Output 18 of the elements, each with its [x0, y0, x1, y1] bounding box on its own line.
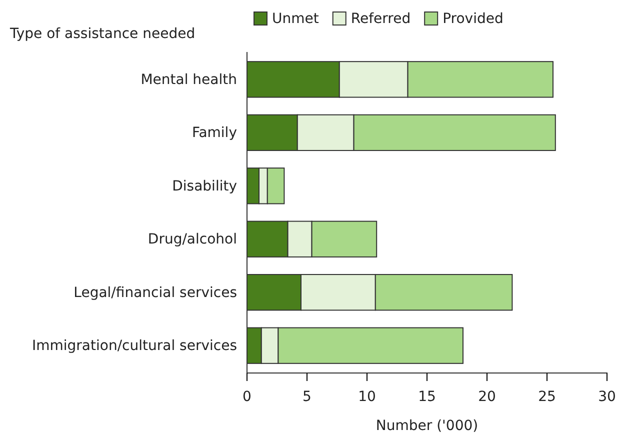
y-tick-label: Legal/financial services: [74, 284, 237, 301]
x-tick-label: 25: [538, 388, 556, 405]
x-tick-label: 15: [418, 388, 436, 405]
y-tick-label: Drug/alcohol: [148, 232, 237, 248]
legend-label: Provided: [442, 11, 504, 27]
legend-label: Unmet: [272, 11, 320, 27]
y-axis-title: Type of assistance needed: [9, 26, 196, 42]
y-tick-label: Family: [192, 125, 237, 142]
y-tick-label: Mental health: [140, 72, 237, 88]
x-tick-label: 10: [358, 388, 376, 405]
x-tick-label: 30: [598, 388, 616, 405]
x-tick-label: 5: [302, 388, 312, 405]
x-axis-title: Number ('000): [376, 418, 478, 434]
y-tick-label: Immigration/cultural services: [32, 338, 237, 354]
x-tick-label: 0: [242, 388, 252, 405]
legend-label: Referred: [350, 11, 411, 27]
y-tick-label: Disability: [172, 178, 237, 194]
x-tick-label: 20: [478, 388, 496, 405]
